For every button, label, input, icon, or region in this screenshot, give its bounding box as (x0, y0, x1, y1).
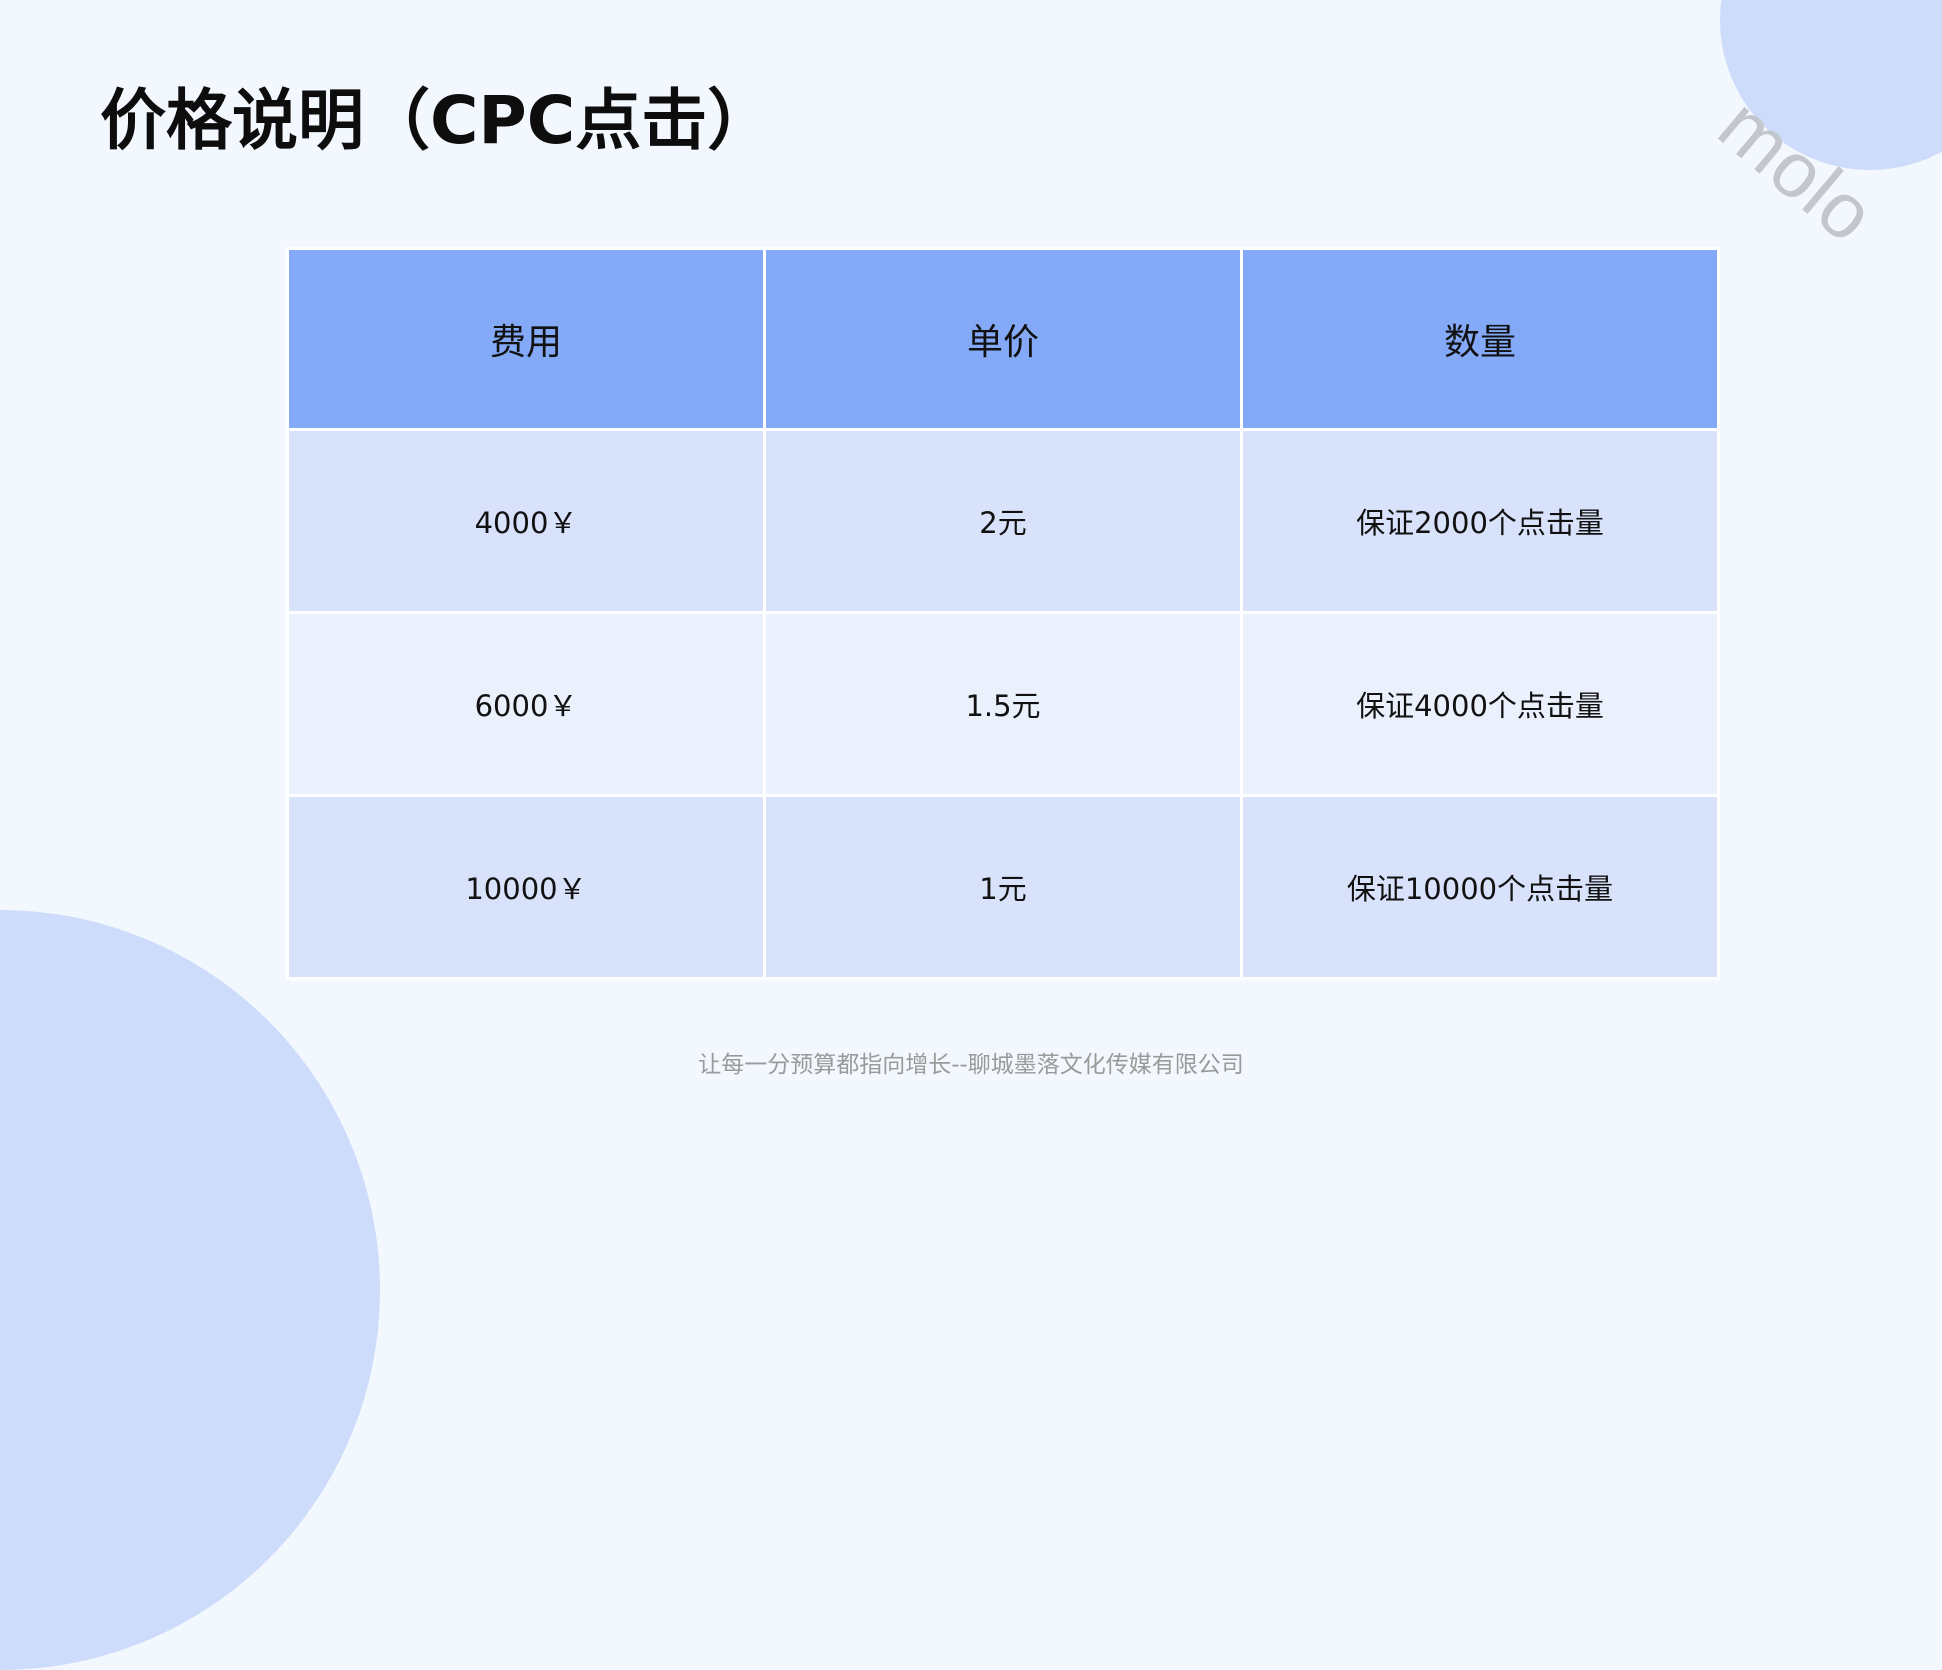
unit-price-cell: 1元 (766, 797, 1240, 977)
table-row: 10000￥ 1元 保证10000个点击量 (289, 797, 1717, 977)
quantity-cell: 保证10000个点击量 (1243, 797, 1717, 977)
price-table: 费用 单价 数量 4000￥ 2元 保证2000个点击量 6000￥ 1.5元 … (286, 247, 1720, 980)
unit-price-cell: 2元 (766, 431, 1240, 611)
decorative-circle-bottom-left (0, 910, 380, 1670)
page-title: 价格说明（CPC点击） (100, 82, 774, 159)
table-row: 6000￥ 1.5元 保证4000个点击量 (289, 614, 1717, 794)
fee-cell: 10000￥ (289, 797, 763, 977)
column-header-fee: 费用 (289, 250, 763, 428)
column-header-quantity: 数量 (1243, 250, 1717, 428)
quantity-cell: 保证4000个点击量 (1243, 614, 1717, 794)
quantity-cell: 保证2000个点击量 (1243, 431, 1717, 611)
fee-cell: 6000￥ (289, 614, 763, 794)
column-header-unit-price: 单价 (766, 250, 1240, 428)
fee-cell: 4000￥ (289, 431, 763, 611)
footer-slogan: 让每一分预算都指向增长--聊城墨落文化传媒有限公司 (698, 1052, 1244, 1078)
table-row: 4000￥ 2元 保证2000个点击量 (289, 431, 1717, 611)
table-header-row: 费用 单价 数量 (289, 250, 1717, 428)
unit-price-cell: 1.5元 (766, 614, 1240, 794)
